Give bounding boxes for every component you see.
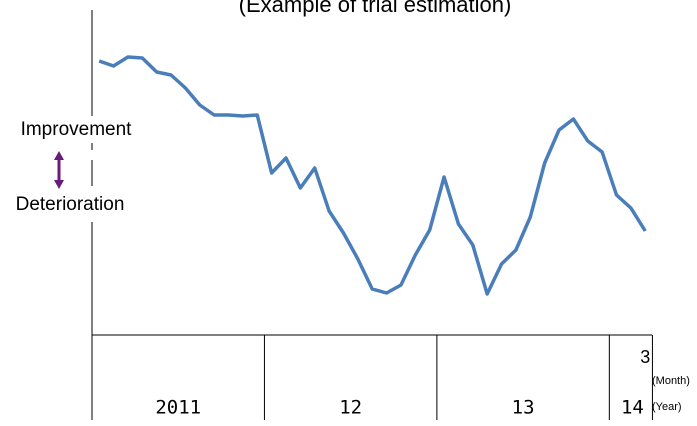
x-tick-label: 3 [640, 347, 650, 367]
x-unit-month: (Month) [652, 375, 690, 387]
line-series [98, 55, 647, 296]
lower-label: Deterioration [16, 194, 125, 215]
x-unit-year: (Year) [652, 401, 682, 413]
year-label: 12 [339, 397, 362, 419]
axes [91, 10, 652, 336]
year-label: 14 [621, 397, 644, 419]
year-label: 13 [512, 397, 535, 419]
upper-label: Improvement [21, 119, 133, 140]
chart-title: (Example of trial estimation) [239, 0, 512, 17]
year-label: 2011 [155, 397, 201, 419]
arrow [54, 151, 64, 189]
